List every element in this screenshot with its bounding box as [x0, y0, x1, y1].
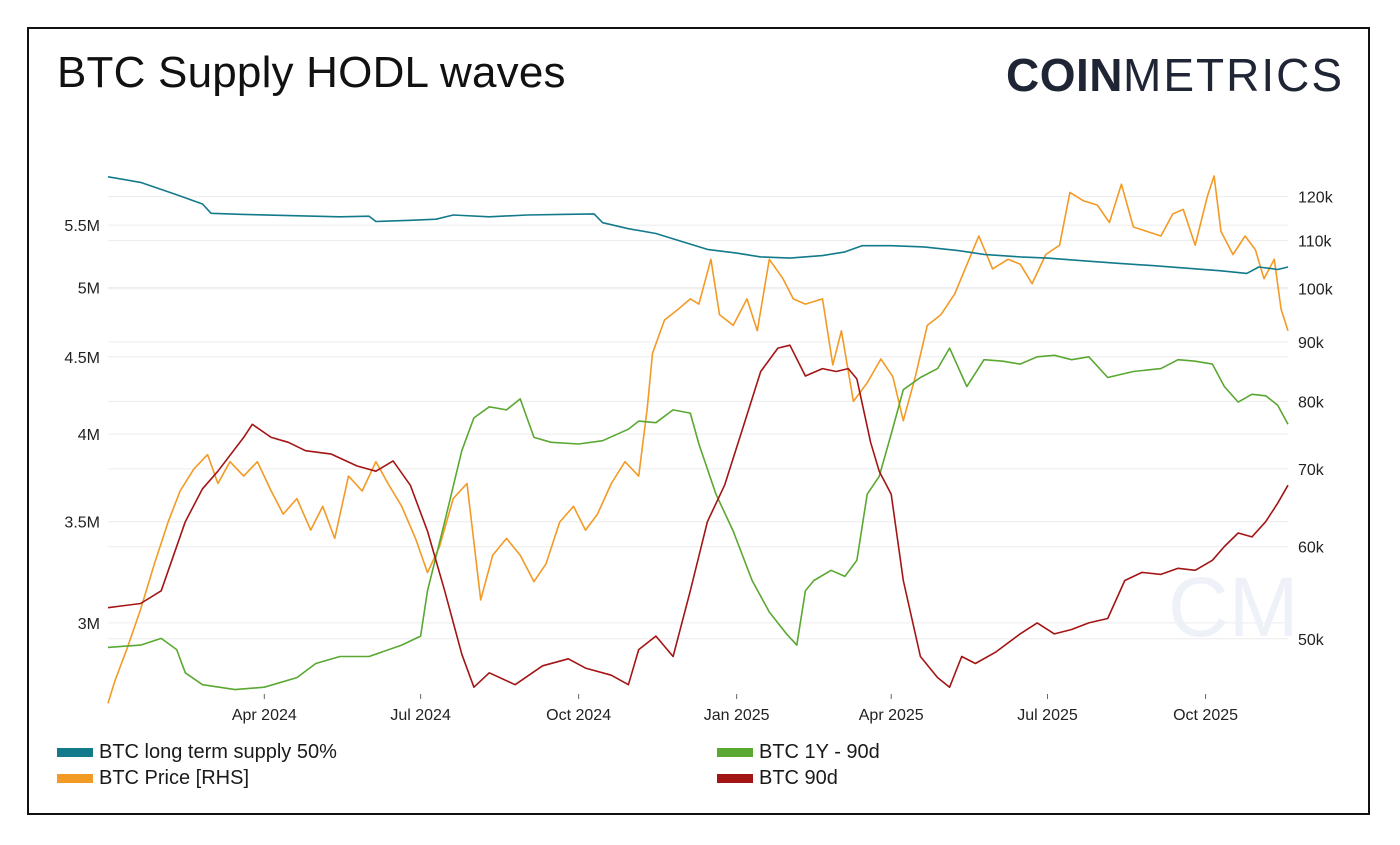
right-axis-tick-label: 120k [1298, 190, 1334, 207]
x-axis-tick-label: Jul 2025 [1017, 707, 1078, 724]
right-axis-tick-label: 50k [1298, 632, 1325, 649]
x-axis-tick-label: Jul 2024 [390, 707, 451, 724]
legend-swatch [717, 748, 753, 757]
right-axis-tick-label: 60k [1298, 540, 1325, 557]
left-axis-tick-label: 3M [78, 616, 100, 633]
series-line-btc-1y-90d [107, 347, 1289, 691]
left-axis-tick-label: 5.5M [64, 218, 100, 235]
coinmetrics-logo: COINMETRICS [1006, 48, 1344, 102]
x-axis-tick-label: Apr 2024 [232, 707, 297, 724]
legend-label: BTC Price [RHS] [99, 767, 250, 789]
logo-bold-text: COIN [1006, 49, 1123, 101]
right-axis-tick-label: 80k [1298, 394, 1325, 411]
left-axis-tick-label: 4M [78, 427, 100, 444]
left-axis-tick-label: 4.5M [64, 350, 100, 367]
grid-lines [108, 196, 1288, 640]
x-axis-tick-label: Oct 2024 [546, 707, 611, 724]
legend-item-btc-price[interactable]: BTC Price [RHS] [57, 767, 249, 790]
right-y-axis: 50k 60k 70k 80k 90k 100k 110k 120k [1298, 190, 1334, 649]
legend-swatch [717, 774, 753, 783]
x-axis: Apr 2024 Jul 2024 Oct 2024 Jan 2025 Apr 2025… [232, 694, 1238, 724]
legend-swatch [57, 774, 93, 783]
legend-swatch [57, 748, 93, 757]
left-y-axis: 3M 3.5M 4M 4.5M 5M 5.5M [64, 218, 100, 633]
legend-label: BTC 90d [759, 767, 838, 789]
right-axis-tick-label: 70k [1298, 462, 1325, 479]
right-axis-tick-label: 90k [1298, 335, 1325, 352]
series-line-btc-90d [107, 344, 1289, 689]
chart-frame [27, 27, 1370, 815]
x-axis-tick-label: Jan 2025 [704, 707, 770, 724]
series-layer [107, 175, 1289, 704]
legend-item-long-term-supply[interactable]: BTC long term supply 50% [57, 741, 337, 764]
series-line-btc-price-rhs [107, 175, 1289, 704]
right-axis-tick-label: 110k [1298, 234, 1333, 251]
watermark-logo: CM [1168, 560, 1299, 654]
right-axis-tick-label: 100k [1298, 282, 1334, 299]
x-axis-tick-label: Apr 2025 [859, 707, 924, 724]
legend-item-90d[interactable]: BTC 90d [717, 767, 838, 790]
x-axis-tick-label: Oct 2025 [1173, 707, 1238, 724]
series-line-btc-long-term-supply-50 [107, 176, 1289, 275]
left-axis-tick-label: 5M [78, 281, 100, 298]
chart-title: BTC Supply HODL waves [57, 48, 566, 97]
legend-label: BTC 1Y - 90d [759, 741, 880, 763]
left-axis-tick-label: 3.5M [64, 515, 100, 532]
logo-light-text: METRICS [1123, 49, 1344, 101]
legend-label: BTC long term supply 50% [99, 741, 337, 763]
legend-item-1y-90d[interactable]: BTC 1Y - 90d [717, 741, 880, 764]
